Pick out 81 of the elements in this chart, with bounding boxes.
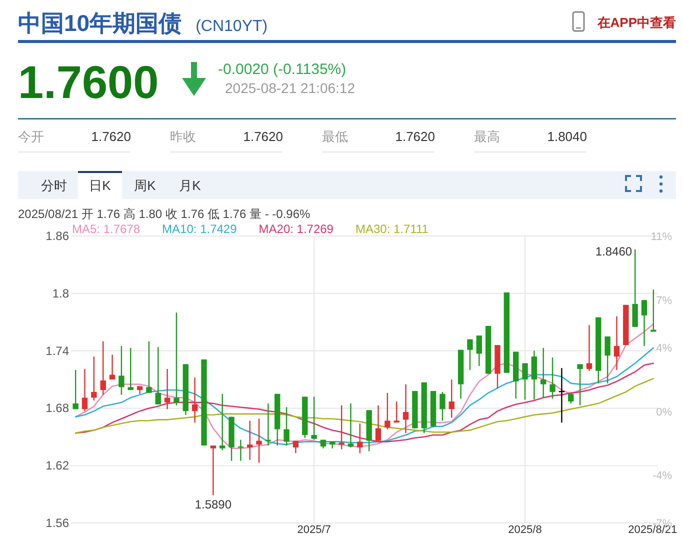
text: 1.7620 (91, 129, 131, 144)
annotation: 1.8460 (595, 244, 632, 258)
y-tick-label: 1.74 (46, 344, 70, 358)
text: 周K (134, 178, 156, 193)
y2-tick-label: -4% (652, 470, 672, 482)
candlestick (632, 248, 638, 328)
candlestick (100, 340, 106, 396)
candlestick (540, 347, 546, 398)
candlestick (550, 356, 556, 400)
text: 最低 (322, 129, 348, 144)
candlestick (247, 420, 253, 460)
candlestick (82, 368, 88, 412)
y2-tick-label: 11% (650, 231, 672, 243)
text: 2025-08-21 21:06:12 (225, 80, 356, 96)
candlestick (586, 324, 592, 372)
candlestick (72, 369, 78, 410)
candlestick (128, 347, 134, 391)
text: MA30: 1.7111 (355, 222, 429, 236)
text: MA20: 1.7269 (258, 222, 334, 236)
candlestick (155, 346, 161, 405)
text: 日K (89, 178, 112, 193)
candlestick (402, 384, 409, 434)
chart-subtitle: (CN10YT) (196, 18, 268, 35)
candlestick (394, 400, 400, 424)
y-tick-label: 1.86 (46, 229, 70, 243)
text: 1.7620 (395, 129, 435, 144)
y2-tick-label: 4% (656, 342, 672, 355)
candlestick (292, 440, 299, 454)
candlestick (256, 418, 262, 464)
candlestick (91, 356, 97, 402)
x-tick-label: 2025/7 (297, 524, 331, 536)
candlestick (192, 376, 198, 424)
candlestick (146, 340, 152, 394)
candlestick (577, 364, 583, 406)
y-tick-label: 1.56 (46, 516, 70, 530)
candlestick (118, 345, 124, 396)
line-series (74, 323, 654, 450)
candlestick (448, 378, 454, 418)
x-tick-label: 2025/8/21 (628, 524, 678, 536)
candlestick (531, 350, 538, 400)
candlestick (164, 368, 170, 410)
candlestick (219, 393, 226, 451)
y-tick-label: 1.62 (46, 458, 70, 473)
text: MA10: 1.7429 (162, 222, 238, 236)
candlestick (338, 404, 344, 450)
candlestick (348, 402, 354, 448)
candlestick (357, 422, 363, 454)
candlestick (476, 334, 482, 367)
candlestick (467, 338, 473, 371)
x-tick-label: 2025/8 (508, 524, 542, 536)
line-series (74, 378, 654, 434)
candlestick (210, 444, 216, 496)
candlestick (614, 316, 620, 371)
text: 1.8040 (547, 129, 587, 144)
y-tick-label: 1.68 (46, 401, 70, 416)
text: 月K (179, 178, 202, 193)
candlestick (440, 391, 446, 422)
annotation: 1.5890 (194, 497, 232, 512)
candlestick (522, 362, 528, 400)
text: MA5: 1.7678 (72, 222, 140, 236)
candlestick (109, 354, 116, 380)
candlestick (641, 299, 648, 347)
candlestick (604, 336, 610, 384)
text: 昨收 (170, 129, 196, 144)
y-tick-label: 1.8 (52, 286, 70, 300)
chart-title: 中国10年期国债 (18, 10, 182, 36)
candlestick (375, 404, 382, 442)
candlestick (384, 392, 390, 430)
text: 2025/08/21 开 1.76 高 1.80 收 1.76 低 1.76 量 - -0.96% (18, 207, 310, 221)
text: 分时 (41, 178, 67, 193)
text: -0.0020 (-0.1135%) (218, 61, 346, 78)
candlestick (174, 312, 180, 406)
text: 今开 (18, 129, 44, 144)
candlestick (284, 406, 290, 446)
text: 1.7620 (243, 129, 283, 144)
y2-tick-label: 7% (656, 294, 672, 307)
text: 最高 (474, 129, 500, 144)
y2-tick-label: 0% (656, 406, 672, 418)
candlestick (311, 396, 317, 440)
text: 在APP中查看 (596, 15, 676, 30)
text: 1.7600 (18, 56, 159, 108)
